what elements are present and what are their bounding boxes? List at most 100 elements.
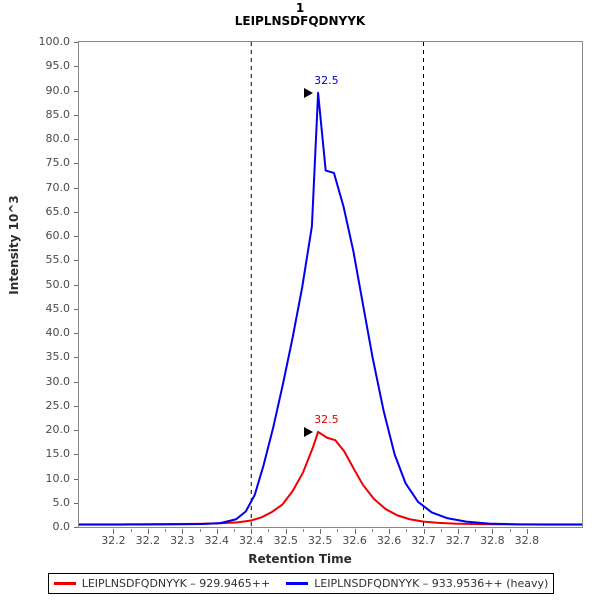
x-tick-mark bbox=[354, 529, 356, 534]
trace-light[interactable] bbox=[79, 432, 582, 524]
x-tick-mark-minor bbox=[268, 529, 270, 532]
y-tick-label: 45.0 bbox=[45, 301, 71, 315]
x-tick-mark bbox=[216, 529, 218, 534]
y-tick-mark bbox=[74, 139, 78, 140]
x-tick-label: 32.8 bbox=[514, 534, 540, 547]
x-tick-label: 32.4 bbox=[204, 534, 230, 547]
y-tick-label: 0.0 bbox=[52, 520, 71, 533]
y-tick-label: 100.0 bbox=[38, 35, 71, 48]
x-tick-mark-minor bbox=[130, 529, 132, 532]
x-axis-label: Retention Time bbox=[248, 552, 352, 566]
x-tick-label: 32.7 bbox=[411, 534, 436, 547]
x-tick-mark bbox=[492, 529, 494, 534]
x-tick-mark bbox=[423, 529, 425, 534]
legend-item-light[interactable]: LEIPLNSDFQDNYYK – 929.9465++ bbox=[53, 577, 271, 590]
x-tick-mark-minor bbox=[509, 529, 511, 532]
trace-heavy[interactable] bbox=[79, 93, 582, 525]
y-tick-label: 55.0 bbox=[45, 253, 71, 267]
x-tick-mark-minor bbox=[440, 529, 442, 532]
y-tick-label: 35.0 bbox=[45, 350, 71, 364]
peak-marker-icon bbox=[304, 426, 314, 437]
y-tick-mark bbox=[74, 260, 78, 262]
y-tick-mark bbox=[74, 66, 78, 68]
x-tick-mark-minor bbox=[406, 529, 408, 532]
x-tick-label: 32.8 bbox=[480, 534, 505, 547]
x-tick-mark bbox=[320, 529, 322, 534]
x-tick-mark-minor bbox=[199, 529, 201, 532]
x-tick-label: 32.2 bbox=[101, 534, 126, 547]
y-tick-mark bbox=[74, 90, 78, 92]
y-tick-label: 40.0 bbox=[45, 326, 71, 339]
legend-label-heavy: LEIPLNSDFQDNYYK – 933.9536++ (heavy) bbox=[314, 577, 549, 590]
y-tick-label: 15.0 bbox=[45, 447, 71, 461]
chart-title-index: 1 bbox=[295, 1, 305, 15]
x-tick-mark-minor bbox=[371, 529, 373, 532]
x-tick-label: 32.4 bbox=[239, 534, 264, 547]
y-tick-label: 75.0 bbox=[45, 156, 71, 170]
legend-color-swatch bbox=[286, 582, 309, 585]
y-tick-label: 85.0 bbox=[45, 107, 71, 121]
x-tick-label: 32.6 bbox=[376, 534, 402, 547]
x-tick-mark bbox=[251, 529, 253, 534]
y-tick-mark bbox=[74, 308, 78, 310]
chromatogram-traces bbox=[79, 42, 582, 527]
x-tick-label: 32.6 bbox=[342, 534, 367, 547]
y-tick-mark bbox=[74, 42, 78, 43]
x-tick-label: 32.2 bbox=[135, 534, 161, 547]
y-tick-label: 30.0 bbox=[45, 374, 71, 388]
chart-title: 1 LEIPLNSDFQDNYYK bbox=[0, 1, 600, 29]
y-tick-mark bbox=[74, 114, 78, 116]
chart-title-peptide: LEIPLNSDFQDNYYK bbox=[234, 14, 366, 29]
peak-annotation-light-label: 32.5 bbox=[314, 412, 339, 426]
x-tick-mark-minor bbox=[475, 529, 477, 532]
plot-area[interactable]: 32.5 32.5 bbox=[78, 41, 583, 528]
x-tick-mark bbox=[285, 529, 287, 534]
y-tick-label: 80.0 bbox=[45, 132, 71, 145]
x-tick-mark-minor bbox=[234, 529, 236, 532]
x-tick-mark-minor bbox=[165, 529, 167, 532]
y-tick-mark bbox=[74, 527, 78, 528]
x-tick-label: 32.5 bbox=[273, 534, 298, 547]
x-tick-mark bbox=[389, 529, 391, 534]
legend-color-swatch bbox=[53, 582, 76, 585]
legend: LEIPLNSDFQDNYYK – 929.9465++ LEIPLNSDFQD… bbox=[48, 573, 554, 594]
x-tick-mark bbox=[113, 529, 115, 534]
y-tick-label: 25.0 bbox=[45, 398, 71, 412]
y-tick-label: 90.0 bbox=[45, 83, 71, 97]
x-tick-mark bbox=[526, 529, 528, 534]
peak-marker-icon bbox=[304, 87, 314, 98]
x-tick-mark-minor bbox=[302, 529, 304, 532]
x-tick-mark bbox=[457, 529, 459, 534]
legend-item-heavy[interactable]: LEIPLNSDFQDNYYK – 933.9536++ (heavy) bbox=[286, 577, 548, 590]
legend-label-light: LEIPLNSDFQDNYYK – 929.9465++ bbox=[81, 577, 271, 590]
y-tick-mark bbox=[74, 430, 78, 431]
x-tick-label: 32.3 bbox=[170, 534, 195, 547]
y-tick-mark bbox=[74, 333, 78, 334]
y-tick-mark bbox=[74, 478, 78, 480]
y-tick-label: 20.0 bbox=[45, 423, 71, 436]
x-tick-mark bbox=[182, 529, 184, 534]
y-tick-mark bbox=[74, 211, 78, 213]
y-tick-mark bbox=[74, 284, 78, 286]
y-tick-mark bbox=[74, 502, 78, 504]
y-tick-label: 70.0 bbox=[45, 180, 71, 194]
peak-annotation-heavy-label: 32.5 bbox=[314, 73, 339, 87]
y-tick-mark bbox=[74, 163, 78, 165]
y-tick-mark bbox=[74, 405, 78, 407]
y-tick-mark bbox=[74, 454, 78, 456]
y-tick-mark bbox=[74, 187, 78, 189]
y-tick-label: 50.0 bbox=[45, 277, 71, 291]
y-axis-label: Intensity 10^3 bbox=[7, 195, 21, 295]
y-tick-mark bbox=[74, 236, 78, 237]
y-tick-mark bbox=[74, 381, 78, 383]
x-tick-mark-minor bbox=[337, 529, 339, 532]
y-tick-label: 65.0 bbox=[45, 204, 71, 218]
x-tick-mark bbox=[147, 529, 149, 534]
y-tick-label: 5.0 bbox=[52, 495, 71, 509]
x-tick-label: 32.5 bbox=[307, 534, 333, 547]
y-tick-label: 95.0 bbox=[45, 59, 71, 73]
y-tick-label: 60.0 bbox=[45, 229, 71, 242]
x-tick-label: 32.7 bbox=[445, 534, 471, 547]
y-tick-label: 10.0 bbox=[45, 471, 71, 485]
